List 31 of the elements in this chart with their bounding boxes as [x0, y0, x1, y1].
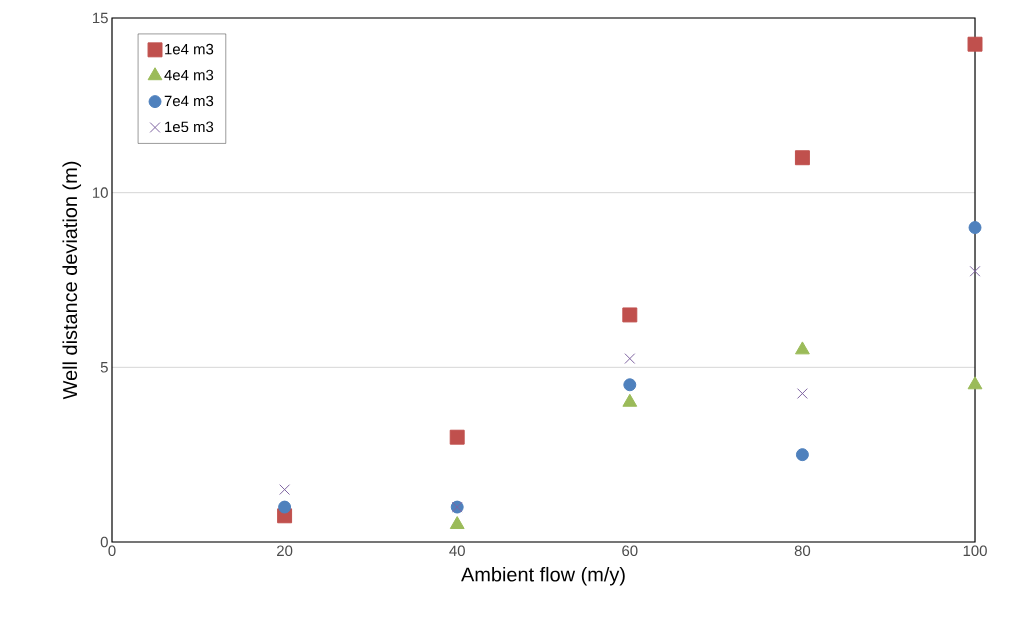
x-tick-label: 20 — [277, 545, 293, 557]
y-tick-label: 5 — [100, 362, 108, 373]
x-tick-label: 100 — [963, 545, 987, 557]
y-tick-label: 10 — [93, 187, 108, 198]
point — [623, 378, 637, 392]
x-tick-label: 0 — [108, 545, 116, 557]
point — [622, 307, 638, 323]
y-tick-label: 0 — [100, 536, 108, 548]
point — [795, 341, 810, 355]
y-axis-title: Well distance deviation (m) — [62, 161, 82, 400]
x-tick-label: 80 — [794, 545, 811, 557]
x-axis-title: Ambient flow (m/y) — [461, 566, 625, 586]
point — [449, 516, 465, 530]
legend-label: 4e4 m3 — [164, 69, 214, 81]
point — [968, 221, 982, 235]
point — [967, 36, 983, 52]
legend-label: 1e5 m3 — [165, 121, 214, 133]
y-tick-label: 15 — [93, 12, 108, 24]
point — [449, 429, 465, 445]
legend-label: 1e4 m3 — [165, 43, 214, 55]
x-tick-label: 60 — [622, 545, 638, 557]
point — [279, 484, 291, 496]
point — [796, 388, 808, 399]
point — [795, 448, 809, 462]
point — [967, 376, 983, 390]
x-tick-label: 40 — [449, 545, 465, 557]
point — [794, 150, 810, 166]
point — [278, 500, 292, 514]
point — [624, 353, 636, 365]
point — [969, 265, 981, 277]
legend-label: 7e4 m3 — [164, 95, 214, 107]
